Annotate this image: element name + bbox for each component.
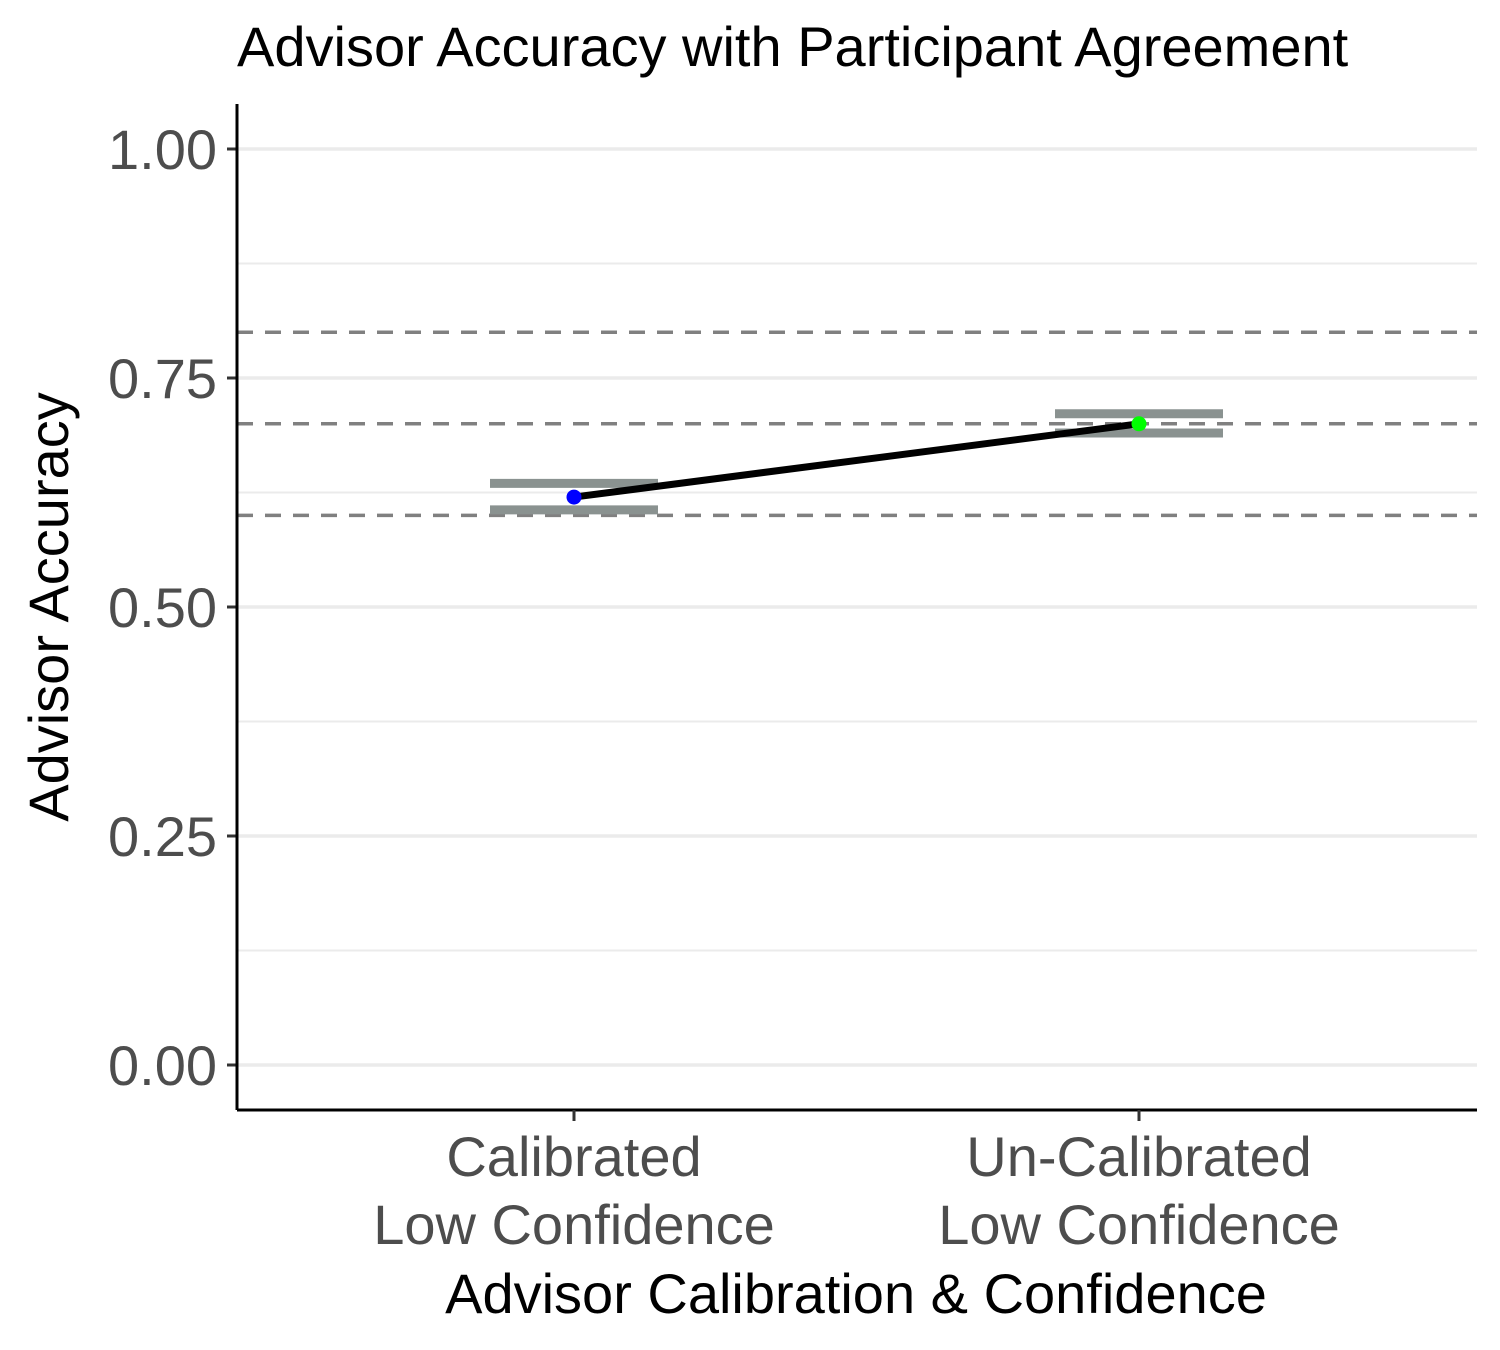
y-tick-label: 0.25 (108, 805, 217, 868)
y-axis-title: Advisor Accuracy (17, 392, 80, 822)
x-tick-label: Calibrated (446, 1125, 701, 1188)
x-tick-label: Low Confidence (938, 1193, 1340, 1256)
series-line (573, 420, 1140, 501)
y-tick-label: 1.00 (108, 118, 217, 181)
x-tick-label: Un-Calibrated (966, 1125, 1312, 1188)
y-tick-label: 0.50 (108, 576, 217, 639)
data-layer (490, 409, 1223, 515)
y-tick-label: 0.75 (108, 347, 217, 410)
y-tick-label: 0.00 (108, 1034, 217, 1097)
data-point (1131, 416, 1147, 432)
grid-layer (237, 147, 1477, 1067)
x-tick-label: Low Confidence (373, 1193, 775, 1256)
x-axis-title: Advisor Calibration & Confidence (445, 1262, 1267, 1325)
reference-lines (237, 330, 1477, 518)
data-point (566, 489, 582, 505)
chart-title: Advisor Accuracy with Participant Agreem… (237, 15, 1349, 78)
